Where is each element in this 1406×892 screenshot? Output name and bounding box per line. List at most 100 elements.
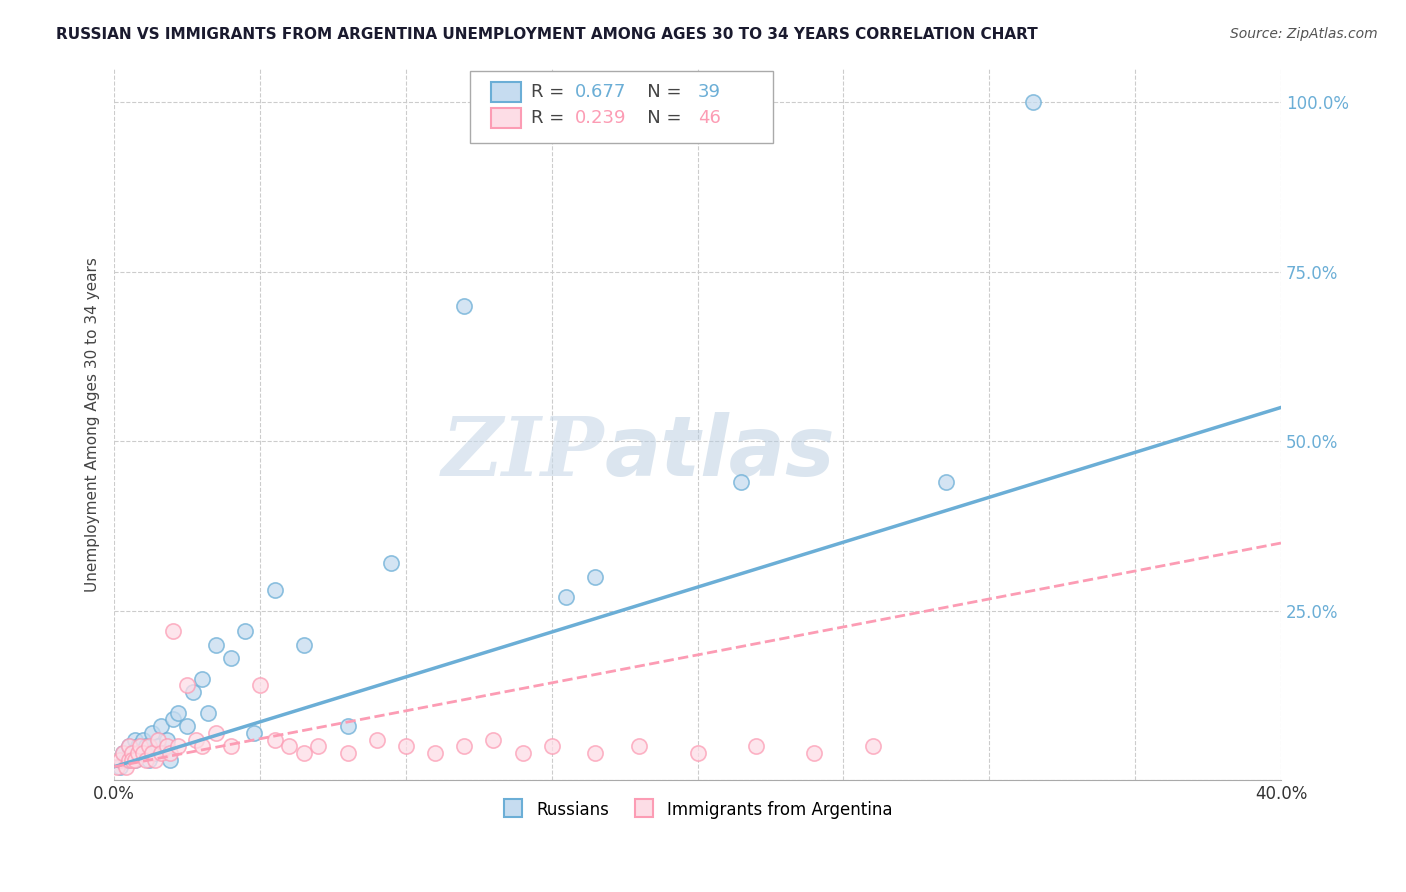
Point xyxy=(146,739,169,754)
Point xyxy=(423,746,446,760)
Text: N =: N = xyxy=(630,83,688,101)
Point xyxy=(453,739,475,754)
Point xyxy=(540,739,562,754)
Y-axis label: Unemployment Among Ages 30 to 34 years: Unemployment Among Ages 30 to 34 years xyxy=(86,257,100,592)
Point xyxy=(141,746,163,760)
Point xyxy=(190,739,212,754)
Point xyxy=(108,753,131,767)
Point xyxy=(190,672,212,686)
Point xyxy=(118,753,141,767)
Point xyxy=(118,739,141,754)
Point xyxy=(129,739,152,754)
Point xyxy=(219,651,242,665)
Text: atlas: atlas xyxy=(605,412,835,493)
Text: 0.239: 0.239 xyxy=(575,109,627,127)
Point xyxy=(146,732,169,747)
Point xyxy=(205,726,228,740)
Point xyxy=(141,726,163,740)
Point xyxy=(730,475,752,489)
Point xyxy=(307,739,329,754)
Text: N =: N = xyxy=(630,109,688,127)
Point xyxy=(453,299,475,313)
Point xyxy=(124,753,146,767)
Point xyxy=(121,746,143,760)
Point xyxy=(395,739,418,754)
Text: 46: 46 xyxy=(697,109,720,127)
Point xyxy=(512,746,534,760)
Point xyxy=(138,739,160,754)
Point xyxy=(292,746,315,760)
Text: Source: ZipAtlas.com: Source: ZipAtlas.com xyxy=(1230,27,1378,41)
Point xyxy=(934,475,956,489)
Point xyxy=(124,753,146,767)
Point xyxy=(263,732,285,747)
Point xyxy=(108,760,131,774)
Point xyxy=(482,732,505,747)
Point xyxy=(111,746,134,760)
Point xyxy=(745,739,768,754)
Point xyxy=(149,719,172,733)
Point xyxy=(263,583,285,598)
Text: 0.677: 0.677 xyxy=(575,83,627,101)
Point xyxy=(127,739,149,754)
Point xyxy=(132,732,155,747)
Point xyxy=(686,746,709,760)
FancyBboxPatch shape xyxy=(491,82,522,102)
Point xyxy=(149,746,172,760)
Point xyxy=(129,746,152,760)
Point xyxy=(118,739,141,754)
Point xyxy=(111,746,134,760)
Point xyxy=(159,746,181,760)
Point xyxy=(1022,95,1045,110)
Point xyxy=(235,624,257,639)
Legend: Russians, Immigrants from Argentina: Russians, Immigrants from Argentina xyxy=(496,794,900,825)
Point xyxy=(127,746,149,760)
Point xyxy=(336,746,359,760)
Point xyxy=(167,739,190,754)
Point xyxy=(336,719,359,733)
Point xyxy=(585,746,607,760)
FancyBboxPatch shape xyxy=(491,108,522,128)
Text: 39: 39 xyxy=(697,83,720,101)
Point xyxy=(167,706,190,720)
Point xyxy=(278,739,301,754)
Point xyxy=(243,726,266,740)
Point xyxy=(121,746,143,760)
Point xyxy=(197,706,219,720)
Point xyxy=(862,739,884,754)
Point xyxy=(135,753,157,767)
Point xyxy=(803,746,825,760)
Point xyxy=(159,753,181,767)
Text: R =: R = xyxy=(530,83,569,101)
Point xyxy=(366,732,388,747)
Text: RUSSIAN VS IMMIGRANTS FROM ARGENTINA UNEMPLOYMENT AMONG AGES 30 TO 34 YEARS CORR: RUSSIAN VS IMMIGRANTS FROM ARGENTINA UNE… xyxy=(56,27,1038,42)
Point xyxy=(121,753,143,767)
Point xyxy=(380,557,402,571)
Point xyxy=(132,746,155,760)
Text: ZIP: ZIP xyxy=(441,413,605,493)
Point xyxy=(249,678,271,692)
Point xyxy=(115,760,138,774)
FancyBboxPatch shape xyxy=(470,70,773,144)
Point xyxy=(219,739,242,754)
Point xyxy=(138,753,160,767)
Point xyxy=(124,732,146,747)
Text: R =: R = xyxy=(530,109,569,127)
Point xyxy=(628,739,651,754)
Point xyxy=(118,753,141,767)
Point xyxy=(105,760,128,774)
Point xyxy=(184,732,207,747)
Point xyxy=(115,753,138,767)
Point xyxy=(176,719,198,733)
Point xyxy=(143,753,166,767)
Point xyxy=(585,570,607,584)
Point xyxy=(205,638,228,652)
Point xyxy=(162,624,184,639)
Point xyxy=(143,746,166,760)
Point xyxy=(181,685,204,699)
Point xyxy=(156,739,179,754)
Point xyxy=(292,638,315,652)
Point xyxy=(555,591,578,605)
Point xyxy=(156,732,179,747)
Point xyxy=(162,712,184,726)
